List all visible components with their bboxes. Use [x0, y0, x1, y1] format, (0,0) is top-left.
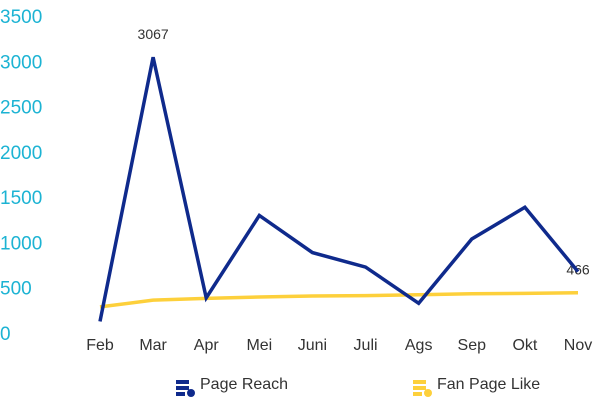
legend-icon — [176, 380, 189, 384]
legend-icon — [176, 392, 185, 396]
x-tick-label: Mar — [139, 337, 167, 354]
y-tick-label: 2000 — [0, 143, 42, 164]
x-tick-label: Nov — [564, 337, 592, 354]
legend-label: Fan Page Like — [437, 376, 540, 393]
legend-icon — [413, 380, 426, 384]
legend-item: Fan Page Like — [413, 376, 540, 397]
x-tick-label: Apr — [194, 337, 220, 354]
series-line — [99, 291, 579, 309]
x-tick-label: Mei — [246, 337, 272, 354]
x-tick-label: Okt — [512, 337, 537, 354]
value-label: 3067 — [138, 26, 169, 42]
legend-label: Page Reach — [200, 376, 288, 393]
x-tick-label: Sep — [458, 337, 487, 354]
legend-icon — [424, 389, 432, 397]
legend-icon — [413, 386, 426, 390]
y-tick-label: 3000 — [0, 52, 42, 73]
y-tick-label: 0 — [0, 324, 11, 345]
y-tick-label: 500 — [0, 279, 32, 300]
y-tick-label: 1500 — [0, 188, 42, 209]
legend-item: Page Reach — [176, 376, 288, 397]
x-tick-label: Feb — [86, 337, 114, 354]
y-tick-label: 1000 — [0, 233, 42, 254]
legend-icon — [187, 389, 195, 397]
x-tick-label: Ags — [405, 337, 433, 354]
x-tick-label: Juli — [354, 337, 378, 354]
legend-icon — [176, 386, 189, 390]
y-tick-label: 2500 — [0, 98, 42, 119]
legend-icon — [413, 392, 422, 396]
x-tick-label: Juni — [298, 337, 327, 354]
series-line — [98, 56, 580, 322]
y-tick-label: 3500 — [0, 7, 42, 28]
